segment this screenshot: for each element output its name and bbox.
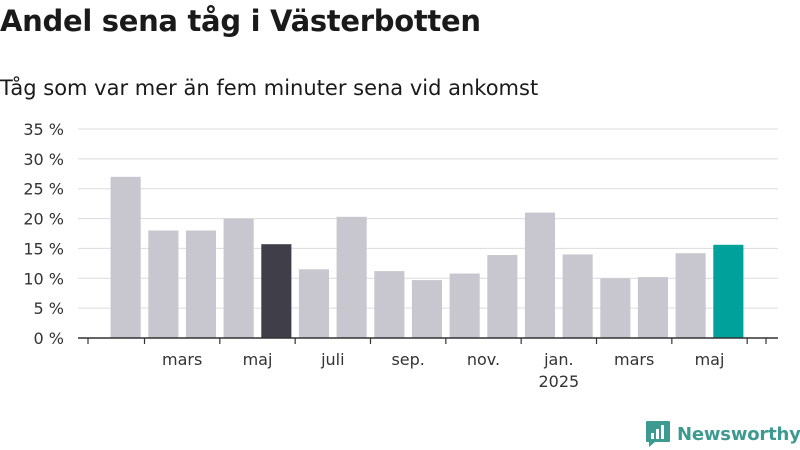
bar [336,216,367,338]
bar [562,254,593,338]
bar [411,280,442,338]
logo-text: Newsworthy [677,423,800,445]
bar [713,244,744,338]
y-tick-label: 20 % [23,210,64,229]
x-tick-year-label: 2025 [538,372,579,391]
y-tick-label: 25 % [23,180,64,199]
bar [675,253,706,338]
x-tick-label: juli [320,350,344,369]
bar [298,269,329,338]
x-tick-label: sep. [391,350,424,369]
x-tick-label: maj [695,350,725,369]
bar [223,218,254,338]
chart-subtitle: Tåg som var mer än fem minuter sena vid … [0,76,539,100]
x-tick-label: jan. [543,350,573,369]
y-tick-label: 15 % [23,239,64,258]
x-tick-label: mars [162,350,202,369]
bar [261,244,292,338]
bar [524,212,555,338]
newsworthy-logo: Newsworthy [645,420,800,448]
x-tick-label: maj [243,350,273,369]
y-tick-label: 5 % [34,299,64,318]
bar [374,271,405,338]
bar [637,277,668,338]
bar [487,255,518,338]
y-tick-label: 35 % [23,120,64,139]
y-tick-label: 0 % [34,329,64,348]
x-tick-label: nov. [467,350,500,369]
y-tick-label: 10 % [23,269,64,288]
bar [449,273,480,338]
x-tick-label: mars [614,350,654,369]
bar-chart: 0 % 5 % 10 % 15 % 20 % 25 % 30 % 35 % mars maj jul… [23,120,778,391]
bar [185,230,216,338]
bar [600,278,631,338]
newsworthy-chart-icon [646,421,670,447]
y-tick-label: 30 % [23,150,64,169]
bar [110,176,141,338]
bar [148,230,179,338]
chart-title: Andel sena tåg i Västerbotten [0,4,481,38]
